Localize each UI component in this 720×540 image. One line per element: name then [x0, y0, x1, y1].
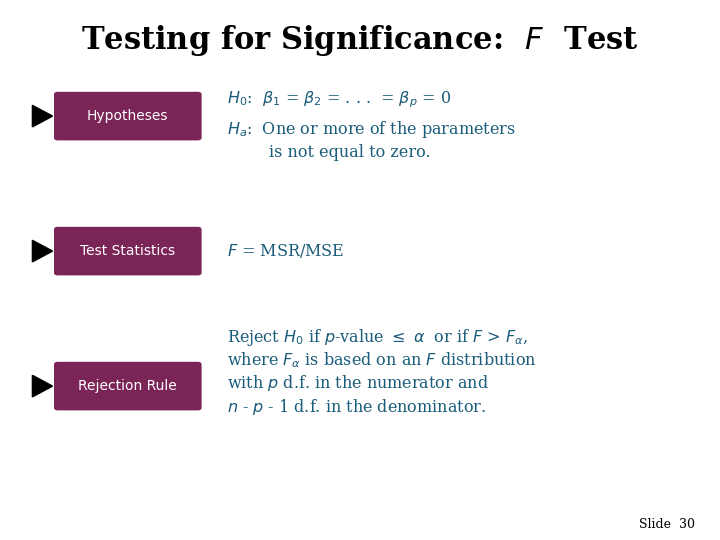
Text: Reject $H_0$ if $p$-value $\leq$ $\alpha$  or if $F$ > $F_\alpha$,: Reject $H_0$ if $p$-value $\leq$ $\alpha… [227, 327, 528, 348]
Text: $H_a$:  One or more of the parameters: $H_a$: One or more of the parameters [227, 119, 516, 140]
Text: with $p$ d.f. in the numerator and: with $p$ d.f. in the numerator and [227, 373, 489, 393]
Polygon shape [32, 375, 53, 397]
Text: is not equal to zero.: is not equal to zero. [269, 144, 430, 161]
Polygon shape [32, 105, 53, 127]
Text: $H_0$:  $\beta_1$ = $\beta_2$ = . . .  = $\beta_p$ = 0: $H_0$: $\beta_1$ = $\beta_2$ = . . . = $… [227, 90, 451, 110]
FancyBboxPatch shape [54, 92, 202, 140]
FancyBboxPatch shape [54, 227, 202, 275]
Text: $n$ - $p$ - 1 d.f. in the denominator.: $n$ - $p$ - 1 d.f. in the denominator. [227, 396, 486, 417]
Text: $F$ = MSR/MSE: $F$ = MSR/MSE [227, 242, 344, 260]
FancyBboxPatch shape [54, 362, 202, 410]
Text: Test Statistics: Test Statistics [80, 244, 176, 258]
Text: Rejection Rule: Rejection Rule [78, 379, 177, 393]
Text: Testing for Significance:  $\mathit{F}$  Test: Testing for Significance: $\mathit{F}$ T… [81, 23, 639, 58]
Text: Slide  30: Slide 30 [639, 518, 695, 531]
Text: where $F_\alpha$ is based on an $F$ distribution: where $F_\alpha$ is based on an $F$ dist… [227, 350, 536, 370]
Polygon shape [32, 240, 53, 262]
Text: Hypotheses: Hypotheses [87, 109, 168, 123]
